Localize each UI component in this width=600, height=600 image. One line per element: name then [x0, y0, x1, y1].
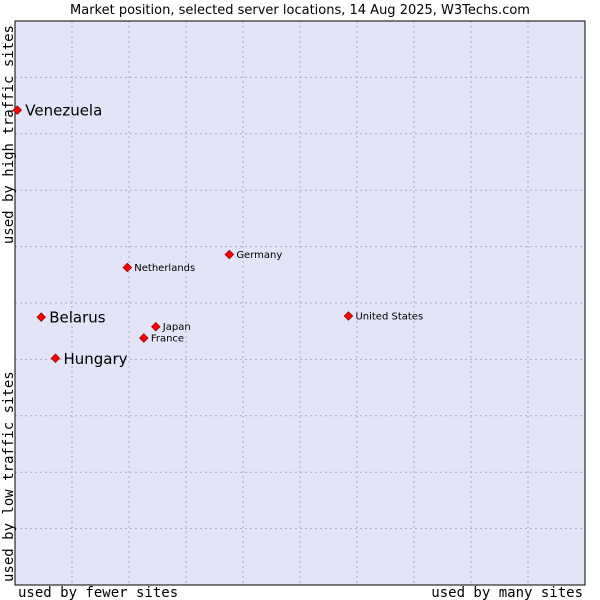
y-axis-label-bottom: used by low traffic sites: [1, 371, 17, 582]
data-point-label: Japan: [162, 322, 191, 333]
data-point-label: Venezuela: [25, 102, 102, 120]
data-point: Japan: [151, 321, 191, 333]
data-point-label: United States: [355, 311, 423, 322]
data-point-marker: [50, 353, 61, 364]
data-point-label: Hungary: [63, 350, 127, 368]
x-axis-label-left: used by fewer sites: [18, 585, 178, 600]
chart-title: Market position, selected server locatio…: [70, 3, 530, 18]
data-point-label: Belarus: [49, 309, 106, 327]
data-point-marker: [343, 311, 354, 321]
data-point: United States: [343, 311, 423, 322]
data-point: France: [139, 333, 184, 344]
data-point-label: France: [151, 333, 184, 344]
data-point: Netherlands: [122, 262, 195, 274]
plot-border: [14, 20, 586, 586]
data-point: Venezuela: [12, 102, 102, 120]
data-point-label: Germany: [236, 250, 282, 261]
grid: [15, 21, 585, 585]
data-point-marker: [151, 321, 161, 332]
y-axis-label-top: used by high traffic sites: [1, 25, 17, 244]
data-point: Belarus: [36, 309, 106, 327]
data-points: Venezuela Germany Netherlands Belarus United…: [12, 102, 423, 368]
data-point-label: Netherlands: [134, 263, 195, 274]
x-axis-label-right: used by many sites: [431, 585, 583, 600]
data-point: Germany: [224, 249, 282, 261]
data-point-marker: [122, 262, 133, 273]
data-point: Hungary: [50, 350, 128, 368]
data-point-marker: [12, 105, 23, 115]
data-point-marker: [224, 249, 235, 260]
data-point-marker: [36, 312, 46, 322]
data-point-marker: [139, 333, 149, 343]
